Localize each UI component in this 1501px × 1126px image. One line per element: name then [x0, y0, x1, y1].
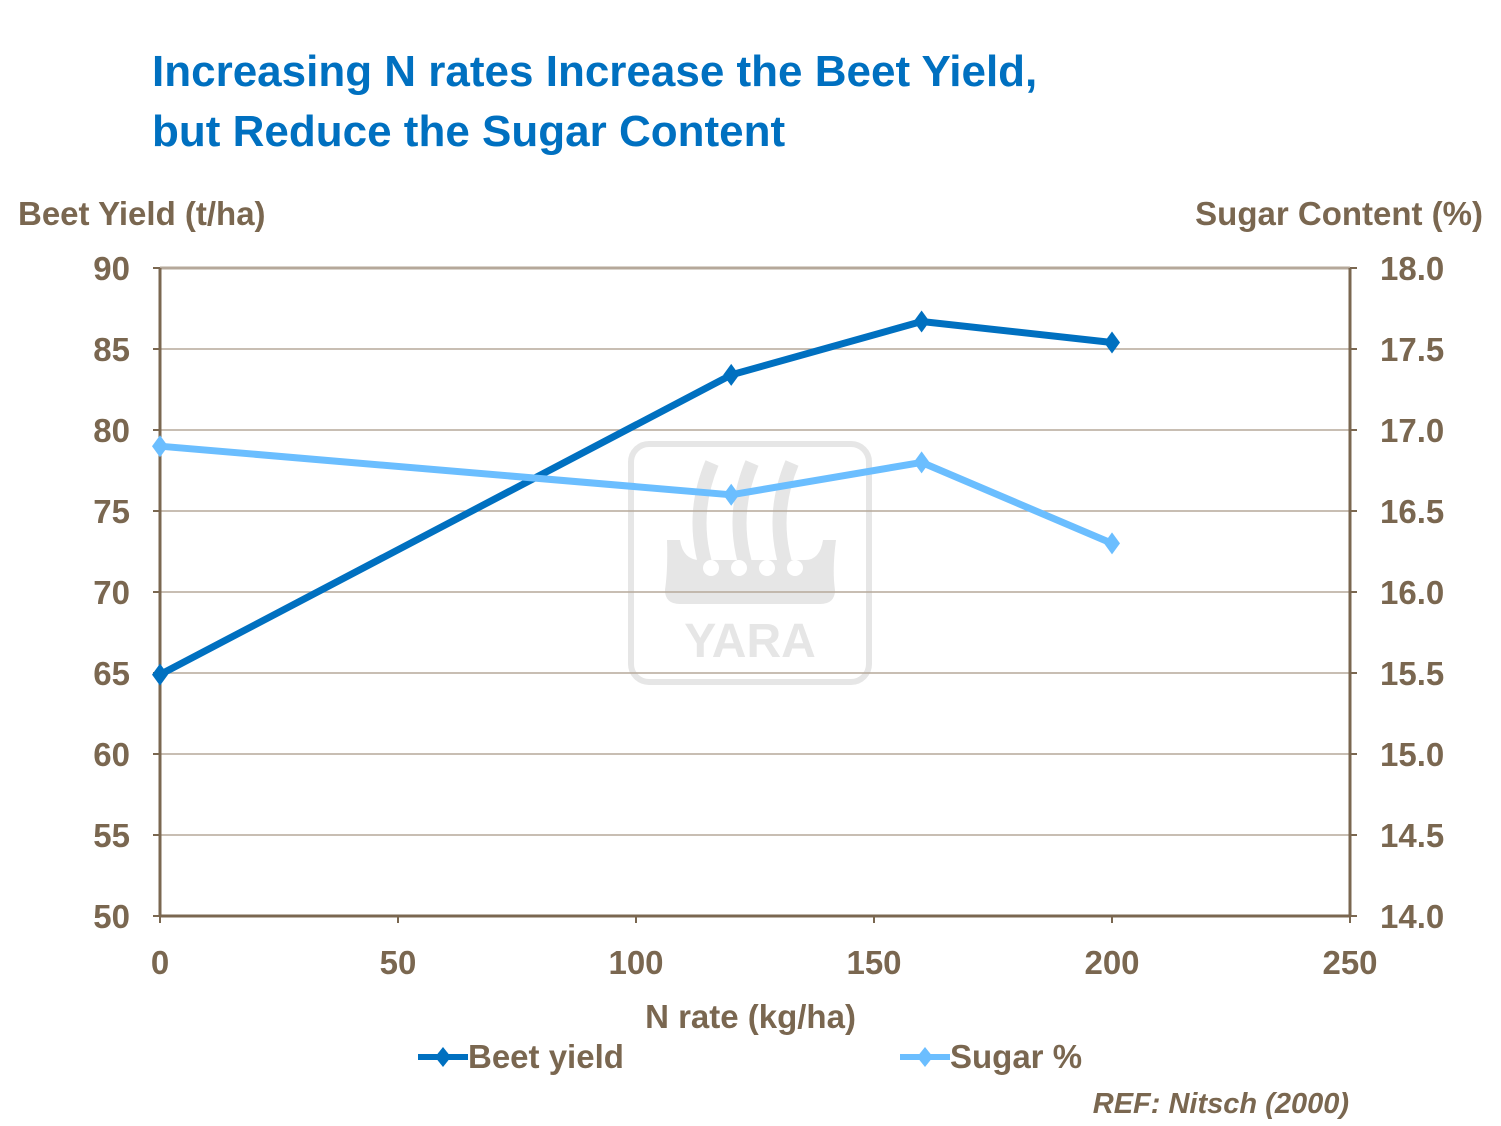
- watermark-ship-shield: [703, 560, 719, 576]
- y-tick-label-right: 15.5: [1380, 655, 1444, 692]
- chart-title: Increasing N rates Increase the Beet Yie…: [152, 42, 1037, 162]
- reference-note: REF: Nitsch (2000): [1092, 1088, 1349, 1120]
- y-tick-label-left: 90: [93, 250, 130, 287]
- series-line-beet-yield: [158, 317, 1113, 678]
- y-tick-label-right: 16.0: [1380, 574, 1444, 611]
- legend-item-beet-yield: Beet yield: [418, 1038, 624, 1076]
- x-tick-label: 0: [151, 944, 169, 981]
- data-point-beet-yield: [913, 310, 930, 333]
- title-line-1: Increasing N rates Increase the Beet Yie…: [152, 47, 1038, 96]
- y-tick-label-left: 50: [93, 898, 130, 935]
- data-point-beet-yield: [1104, 331, 1120, 354]
- y-tick-label-left: 70: [93, 574, 130, 611]
- y-axis-right-label: Sugar Content (%): [1195, 195, 1483, 232]
- y-tick-label-right: 17.0: [1380, 412, 1444, 449]
- watermark-frame: [628, 441, 872, 685]
- watermark-logo-text: YARA: [684, 615, 816, 668]
- y-tick-label-left: 80: [93, 412, 130, 449]
- y-tick-label-right: 14.0: [1380, 898, 1444, 935]
- y-tick-label-right: 14.5: [1380, 817, 1444, 854]
- y-tick-label-left: 75: [93, 493, 130, 530]
- legend-label: Beet yield: [468, 1038, 624, 1075]
- x-axis-label: N rate (kg/ha): [645, 998, 856, 1035]
- data-point-sugar: [913, 451, 930, 474]
- data-point-sugar: [1104, 532, 1120, 555]
- data-point-sugar: [152, 435, 168, 458]
- x-tick-label: 100: [608, 944, 663, 981]
- y-tick-label-left: 60: [93, 736, 130, 773]
- y-tick-label-left: 65: [93, 655, 130, 692]
- watermark-ship-shield: [787, 560, 803, 576]
- data-point-beet-yield: [723, 363, 740, 386]
- y-tick-label-right: 15.0: [1380, 736, 1444, 773]
- x-tick-label: 250: [1322, 944, 1377, 981]
- y-tick-label-right: 17.5: [1380, 331, 1444, 368]
- watermark-ship-shield: [731, 560, 747, 576]
- x-tick-label: 150: [846, 944, 901, 981]
- legend-label: Sugar %: [950, 1038, 1083, 1075]
- title-line-2: but Reduce the Sugar Content: [152, 107, 786, 156]
- data-point-beet-yield: [152, 663, 168, 686]
- y-tick-label-left: 55: [93, 817, 130, 854]
- x-tick-label: 200: [1084, 944, 1139, 981]
- y-axis-left-label: Beet Yield (t/ha): [18, 195, 266, 232]
- watermark-ship-shield: [759, 560, 775, 576]
- y-tick-label-left: 85: [93, 331, 130, 368]
- data-point-sugar: [723, 483, 740, 506]
- y-tick-label-right: 18.0: [1380, 250, 1444, 287]
- x-tick-label: 50: [380, 944, 417, 981]
- legend-item-sugar: Sugar %: [900, 1038, 1082, 1076]
- y-tick-label-right: 16.5: [1380, 493, 1444, 530]
- legend-marker-sugar: [900, 1047, 950, 1067]
- legend-marker-beet-yield: [418, 1047, 468, 1067]
- series-line-sugar: [159, 442, 1114, 547]
- watermark-ship: [665, 540, 836, 604]
